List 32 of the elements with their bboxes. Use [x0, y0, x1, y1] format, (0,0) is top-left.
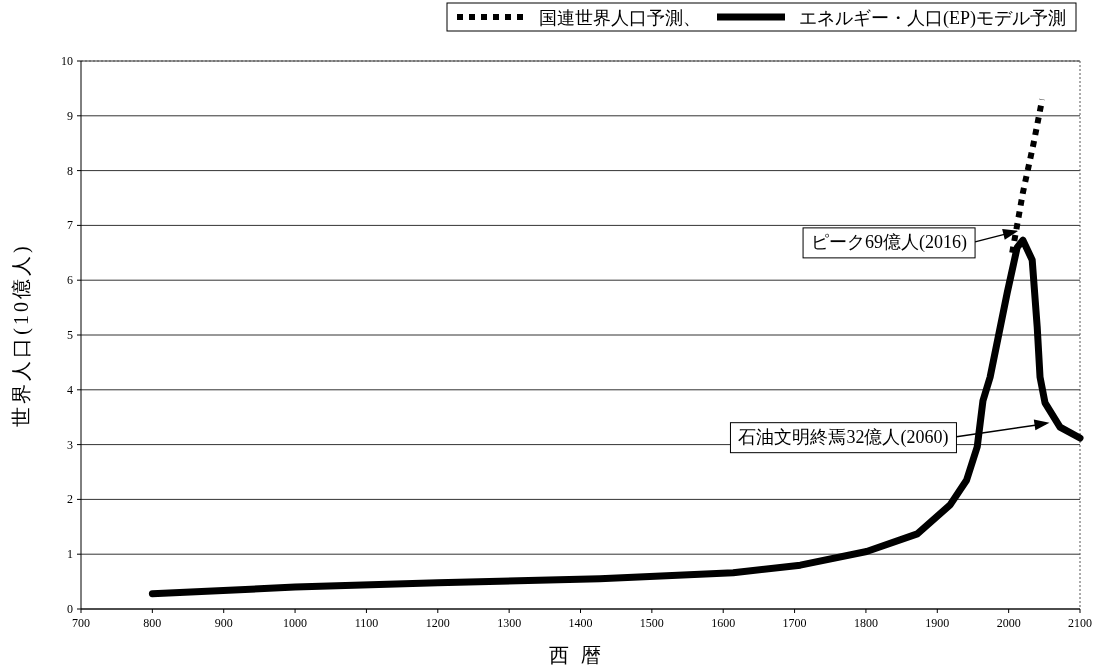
y-tick-label: 0 [67, 602, 73, 616]
y-tick-label: 10 [61, 54, 73, 68]
y-tick-label: 7 [67, 218, 73, 233]
y-axis-title: 世界人口(10億人) [10, 243, 33, 427]
x-tick-label: 1300 [497, 616, 522, 630]
y-tick-label: 1 [67, 547, 73, 562]
x-axis-title: 西暦 [548, 644, 613, 666]
y-tick-label: 5 [67, 328, 73, 342]
x-tick-label: 1700 [782, 616, 807, 630]
legend-label: エネルギー・人口(EP)モデル予測 [799, 8, 1066, 29]
x-tick-label: 1200 [425, 616, 450, 630]
x-tick-label: 900 [214, 616, 233, 630]
x-tick-label: 1900 [925, 616, 950, 630]
annotation: 石油文明終焉32億人(2060) [738, 426, 949, 448]
legend-label: 国連世界人口予測、 [539, 8, 701, 28]
x-tick-label: 1800 [853, 616, 878, 630]
annotation: ピーク69億人(2016) [811, 231, 968, 253]
x-tick-label: 800 [143, 616, 162, 630]
y-tick-label: 8 [67, 163, 73, 178]
x-tick-label: 1600 [711, 616, 736, 630]
x-tick-label: 2000 [996, 616, 1021, 630]
y-tick-label: 2 [67, 492, 73, 507]
x-tick-label: 1400 [568, 616, 593, 630]
y-tick-label: 4 [67, 382, 73, 397]
y-tick-label: 9 [67, 108, 73, 123]
y-tick-label: 3 [67, 437, 73, 452]
x-tick-label: 1100 [354, 616, 379, 630]
x-tick-label: 700 [72, 616, 90, 630]
y-tick-label: 6 [67, 273, 73, 288]
x-tick-label: 1500 [639, 616, 664, 630]
x-tick-label: 1000 [283, 616, 308, 630]
x-tick-label: 2100 [1068, 616, 1092, 630]
